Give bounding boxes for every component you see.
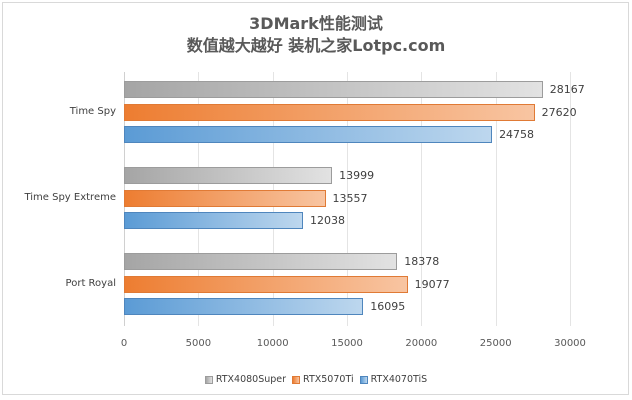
chart-subtitle: 数值越大越好 装机之家Lotpc.com <box>186 36 446 55</box>
category-label: Time Spy Extreme <box>24 191 116 203</box>
legend-label: RTX4080Super <box>215 374 287 385</box>
bar-rtx4070tis-port-royal <box>124 298 364 316</box>
category-label: Port Royal <box>65 277 116 289</box>
data-label: 12038 <box>309 214 345 228</box>
bar-rtx4070tis-time-spy-extreme <box>124 212 303 230</box>
legend-swatch-icon <box>292 375 301 384</box>
legend-label: RTX4070TiS <box>370 374 428 385</box>
bar-rtx5070ti-port-royal <box>124 275 408 293</box>
legend-item: RTX5070Ti <box>292 374 354 385</box>
bar-rtx4070tis-time-spy <box>124 126 493 144</box>
data-label: 13557 <box>332 191 368 205</box>
gridline <box>421 72 423 326</box>
data-label: 28167 <box>549 83 585 96</box>
bar-rtx5070ti-time-spy-extreme <box>124 189 326 207</box>
bar-rtx4080super-time-spy <box>124 81 543 98</box>
legend-swatch-icon <box>204 375 213 384</box>
bar-rtx4080super-port-royal <box>124 253 398 270</box>
legend: RTX4080Super RTX5070Ti RTX4070TiS <box>0 374 632 385</box>
data-label: 24758 <box>499 128 535 142</box>
data-label: 27620 <box>541 105 577 119</box>
plot-area: 28167 27620 24758 13999 13557 12038 18378 19077… <box>124 72 585 326</box>
bar-rtx5070ti-time-spy <box>124 103 535 121</box>
x-tick-label: 15000 <box>331 338 363 349</box>
x-tick-label: 0 <box>120 338 128 349</box>
legend-item: RTX4070TiS <box>359 374 428 385</box>
data-label: 19077 <box>414 277 450 291</box>
category-label: Time Spy <box>69 105 116 117</box>
x-tick-label: 10000 <box>256 338 289 349</box>
data-label: 16095 <box>370 300 406 314</box>
legend-item: RTX4080Super <box>204 374 287 385</box>
x-tick-label: 30000 <box>554 338 586 349</box>
data-label: 13999 <box>339 169 375 182</box>
gridline <box>570 72 571 326</box>
legend-swatch-icon <box>359 375 368 384</box>
x-tick-label: 5000 <box>185 338 212 349</box>
gridline <box>495 72 497 326</box>
gridline <box>347 72 348 326</box>
data-label: 18378 <box>404 255 440 268</box>
legend-label: RTX5070Ti <box>303 374 354 385</box>
x-tick-label: 20000 <box>405 338 438 349</box>
bar-rtx4080super-time-spy-extreme <box>124 167 333 184</box>
chart-title: 3DMark性能测试 <box>249 14 383 33</box>
x-tick-label: 25000 <box>479 338 512 349</box>
